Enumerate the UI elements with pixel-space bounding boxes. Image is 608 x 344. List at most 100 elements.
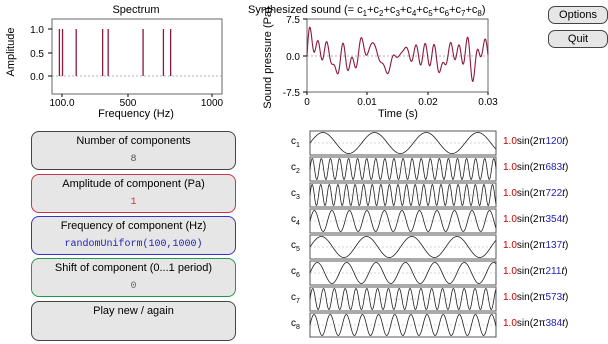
title-text: +c <box>399 4 412 16</box>
title-subscript: 6 <box>444 9 450 19</box>
synth-ytick: -7.5 <box>283 88 301 99</box>
component-close: ) <box>564 214 569 225</box>
component-waveform <box>309 262 497 284</box>
component-close: ) <box>564 162 569 173</box>
component-tvar: t <box>562 318 565 329</box>
component-label: c2 <box>291 162 300 175</box>
component-fn: sin(2π <box>516 292 546 303</box>
spectrum-xtick: 1000 <box>201 98 224 109</box>
component-close: ) <box>564 136 569 147</box>
title-subscript: 4 <box>411 9 417 19</box>
component-amplitude: 1.0 <box>503 162 517 173</box>
synth-waveform <box>306 26 489 82</box>
component-label: c3 <box>291 188 300 201</box>
title-text: +c <box>383 4 396 16</box>
component-plot-frame <box>309 260 497 286</box>
shift-label: Shift of component (0...1 period) <box>54 262 213 274</box>
component-fn: sin(2π <box>516 266 546 277</box>
title-text: +c <box>367 4 380 16</box>
component-label-text: c <box>291 266 296 277</box>
component-frequency: 384 <box>545 318 563 329</box>
component-plot-frame <box>309 182 497 208</box>
component-close: ) <box>564 240 569 251</box>
synth-xtick: 0 <box>304 97 310 108</box>
quit-button[interactable]: Quit <box>548 30 608 48</box>
number-of-components-label: Number of components <box>76 135 191 147</box>
component-formula: 1.0sin(2π722t) <box>503 188 568 199</box>
component-frequency: 722 <box>545 188 563 199</box>
title-subscript: 1 <box>362 9 368 19</box>
component-label: c7 <box>291 292 300 305</box>
amplitude-value: 1 <box>130 197 137 208</box>
spectrum-xlabel: Frequency (Hz) <box>98 108 174 120</box>
spectrum-ylabel: Amplitude <box>5 27 17 77</box>
component-close: ) <box>564 188 569 199</box>
amplitude-button[interactable]: Amplitude of component (Pa) 1 <box>31 174 236 213</box>
title-subscript: 5 <box>428 9 433 19</box>
component-amplitude: 1.0 <box>503 214 517 225</box>
component-label-sub: 4 <box>296 220 300 227</box>
component-label: c1 <box>291 136 300 149</box>
shift-button[interactable]: Shift of component (0...1 period) 0 <box>31 258 236 297</box>
component-label-sub: 1 <box>296 142 300 149</box>
component-fn: sin(2π <box>516 240 546 251</box>
component-close: ) <box>564 266 568 277</box>
component-plot-frame <box>309 156 497 182</box>
spectrum-ytick: 0.0 <box>30 72 44 83</box>
component-label-text: c <box>291 318 296 329</box>
component-frequency: 137 <box>545 240 563 251</box>
component-label: c5 <box>291 240 300 253</box>
component-fn: sin(2π <box>516 188 546 199</box>
component-waveform <box>309 157 497 181</box>
title-subscript: 7 <box>461 9 466 19</box>
component-frequency: 120 <box>545 136 563 147</box>
component-fn: sin(2π <box>516 214 546 225</box>
title-text: +c <box>416 4 429 16</box>
play-button[interactable]: Play new / again <box>31 301 236 341</box>
component-frequency: 211 <box>545 266 562 277</box>
frequency-button[interactable]: Frequency of component (Hz) randomUnifor… <box>31 216 236 255</box>
component-plot-frame <box>309 130 497 156</box>
component-label-sub: 6 <box>296 272 300 279</box>
component-label-sub: 5 <box>296 246 300 253</box>
component-tvar: t <box>562 292 565 303</box>
component-amplitude: 1.0 <box>503 266 517 277</box>
component-close: ) <box>564 292 569 303</box>
title-text: +c <box>465 4 478 16</box>
spectrum-ytick: 0.5 <box>30 49 44 60</box>
component-tvar: t <box>562 240 565 251</box>
synth-ytick: 0.0 <box>286 52 300 63</box>
number-of-components-button[interactable]: Number of components 8 <box>31 131 236 170</box>
title-text: +c <box>432 4 445 16</box>
component-tvar: t <box>562 162 565 173</box>
component-plot-frame <box>309 286 497 312</box>
options-button[interactable]: Options <box>548 6 608 24</box>
component-formula: 1.0sin(2π683t) <box>503 162 568 173</box>
component-fn: sin(2π <box>516 136 546 147</box>
component-label: c4 <box>291 214 300 227</box>
synth-xtick: 0.02 <box>418 97 438 108</box>
title-text: ) <box>481 4 486 16</box>
component-label-text: c <box>291 136 296 147</box>
component-fn: sin(2π <box>516 318 546 329</box>
component-waveform <box>309 210 497 232</box>
title-text: +c <box>449 4 461 16</box>
synth-xtick: 0.01 <box>357 97 377 108</box>
number-of-components-value: 8 <box>130 154 137 165</box>
component-amplitude: 1.0 <box>503 136 517 147</box>
component-label-sub: 7 <box>296 298 300 305</box>
component-amplitude: 1.0 <box>503 292 517 303</box>
title-text: Synthesized sound (= c <box>248 4 363 16</box>
title-subscript: 2 <box>379 9 384 19</box>
component-formula: 1.0sin(2π384t) <box>503 318 568 329</box>
component-frequency: 573 <box>545 292 563 303</box>
component-label: c8 <box>291 318 300 331</box>
play-label: Play new / again <box>93 305 174 317</box>
frequency-label: Frequency of component (Hz) <box>60 220 207 232</box>
component-formula: 1.0sin(2π211t) <box>503 266 568 277</box>
synth-title: Synthesized sound (= c1+c2+c3+c4+c5+c6+c… <box>248 4 486 18</box>
component-waveform <box>309 132 497 154</box>
component-amplitude: 1.0 <box>503 188 517 199</box>
component-frequency: 354 <box>545 214 563 225</box>
component-frequency: 683 <box>545 162 563 173</box>
